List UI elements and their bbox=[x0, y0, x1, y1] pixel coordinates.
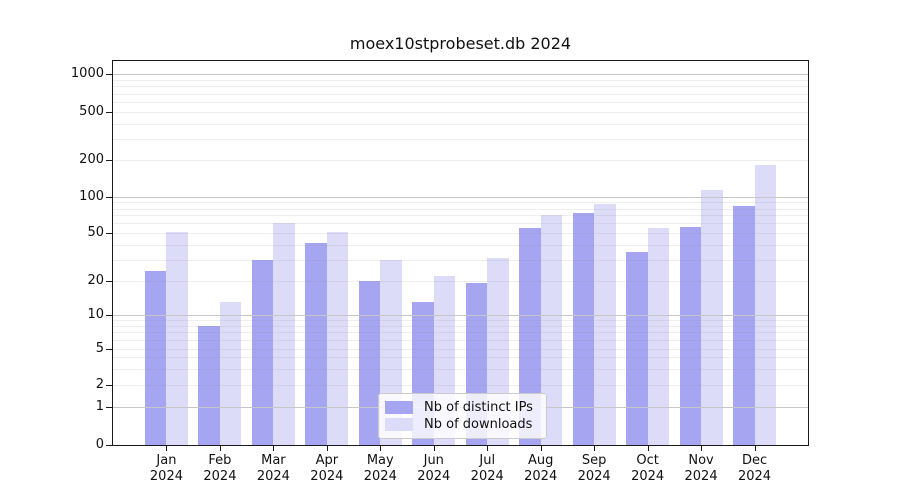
bar-downloads-sep bbox=[594, 204, 616, 445]
plot-area bbox=[112, 60, 809, 446]
bar-downloads-feb bbox=[219, 301, 242, 445]
y-tick-label-20: 20 bbox=[87, 272, 104, 288]
bar-distinct-ips-oct bbox=[626, 251, 648, 445]
y-tick-label-100: 100 bbox=[79, 189, 104, 204]
x-tick-label-dec: Dec 2024 bbox=[737, 453, 772, 484]
bar-distinct-ips-sep bbox=[572, 213, 595, 445]
x-tick-mark-nov bbox=[701, 446, 703, 451]
x-tick-label-aug: Aug 2024 bbox=[524, 453, 558, 484]
legend-entry-downloads: Nb of downloads bbox=[385, 416, 540, 433]
x-tick-label-may: May 2024 bbox=[363, 453, 397, 484]
y-tick-label-1000: 1000 bbox=[70, 66, 104, 82]
bar-distinct-ips-jan bbox=[144, 271, 167, 445]
chart-title: moex10stprobeset.db 2024 bbox=[349, 34, 572, 53]
x-tick-mark-jul bbox=[487, 446, 489, 451]
x-tick-label-jul: Jul 2024 bbox=[470, 453, 504, 484]
bar-downloads-aug bbox=[540, 215, 563, 445]
x-tick-label-oct: Oct 2024 bbox=[631, 453, 665, 484]
bar-downloads-apr bbox=[326, 231, 349, 445]
bar-distinct-ips-mar bbox=[251, 259, 274, 445]
y-tick-label-200: 200 bbox=[79, 152, 104, 168]
bar-downloads-jan bbox=[166, 231, 188, 445]
x-tick-label-jan: Jan 2024 bbox=[149, 453, 183, 484]
y-tick-label-2: 2 bbox=[95, 377, 104, 393]
x-tick-mark-mar bbox=[273, 446, 275, 451]
bar-downloads-nov bbox=[701, 190, 723, 445]
legend-entry-distinct-ips: Nb of distinct IPs bbox=[385, 399, 540, 416]
y-tick-label-10: 10 bbox=[87, 306, 104, 322]
y-tick-label-50: 50 bbox=[87, 224, 104, 240]
x-tick-mark-jun bbox=[433, 446, 435, 451]
bar-distinct-ips-dec bbox=[733, 206, 755, 445]
bar-distinct-ips-feb bbox=[198, 325, 220, 445]
bars-layer bbox=[113, 61, 808, 445]
x-tick-mark-feb bbox=[219, 446, 221, 451]
bar-distinct-ips-may bbox=[358, 280, 381, 445]
x-tick-label-apr: Apr 2024 bbox=[310, 453, 344, 484]
x-tick-label-feb: Feb 2024 bbox=[203, 453, 237, 484]
bar-downloads-oct bbox=[647, 227, 670, 445]
y-tick-label-5: 5 bbox=[95, 340, 104, 356]
x-tick-mark-oct bbox=[647, 446, 649, 451]
bar-downloads-dec bbox=[754, 165, 777, 445]
legend-label-downloads: Nb of downloads bbox=[424, 417, 533, 432]
y-tick-label-0: 0 bbox=[95, 437, 104, 452]
x-tick-label-sep: Sep 2024 bbox=[577, 453, 611, 484]
x-tick-mark-dec bbox=[754, 446, 756, 451]
x-tick-label-mar: Mar 2024 bbox=[256, 453, 290, 484]
x-tick-mark-aug bbox=[540, 446, 542, 451]
legend: Nb of distinct IPs Nb of downloads bbox=[378, 393, 547, 439]
x-tick-mark-apr bbox=[326, 446, 328, 451]
x-tick-mark-jan bbox=[166, 446, 168, 451]
x-tick-label-jun: Jun 2024 bbox=[417, 453, 451, 484]
bar-distinct-ips-apr bbox=[305, 243, 327, 445]
bar-distinct-ips-nov bbox=[679, 226, 702, 445]
legend-swatch-downloads bbox=[385, 418, 413, 431]
x-tick-mark-sep bbox=[594, 446, 596, 451]
y-tick-label-500: 500 bbox=[79, 103, 104, 119]
y-tick-label-1: 1 bbox=[95, 398, 104, 414]
legend-swatch-distinct-ips bbox=[385, 401, 413, 414]
x-tick-label-nov: Nov 2024 bbox=[684, 453, 718, 484]
bar-distinct-ips-aug bbox=[519, 227, 541, 445]
bar-downloads-mar bbox=[273, 223, 295, 445]
x-tick-mark-may bbox=[380, 446, 382, 451]
legend-label-distinct-ips: Nb of distinct IPs bbox=[424, 400, 533, 415]
